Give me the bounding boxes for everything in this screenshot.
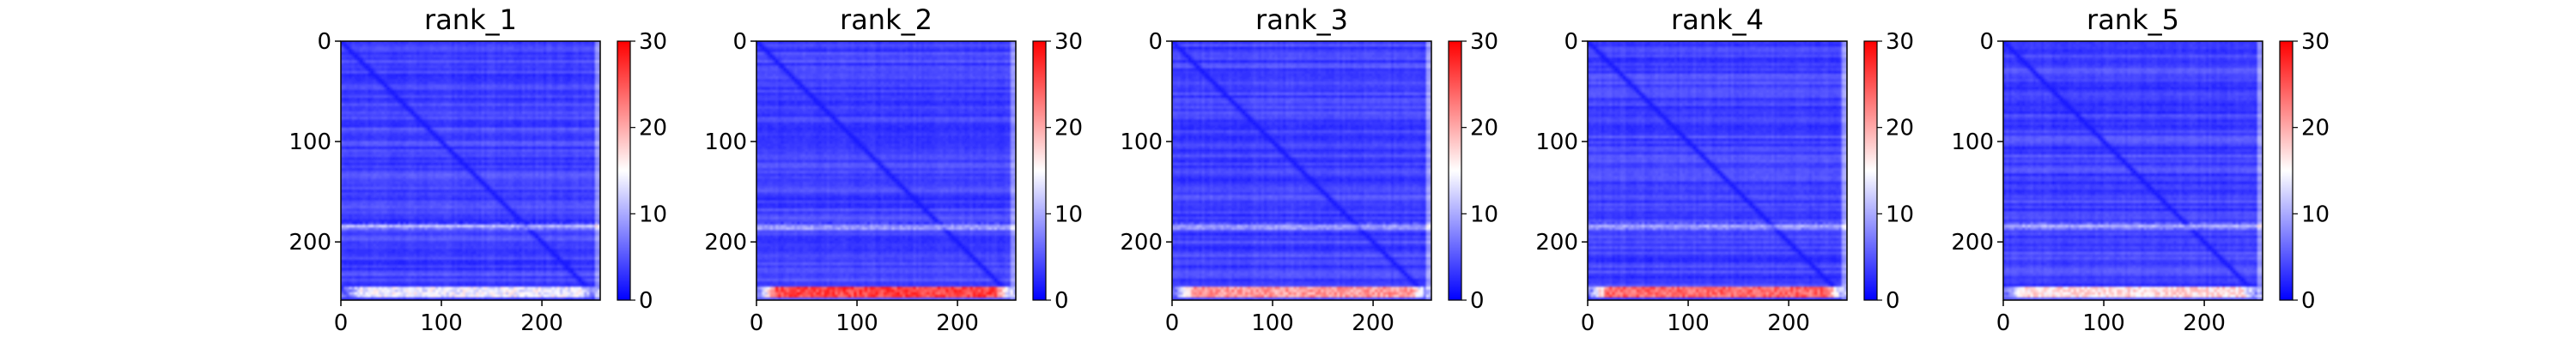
y-tick-label: 200 <box>1951 230 1994 256</box>
colorbar-frame <box>2279 40 2293 301</box>
y-tick-label: 0 <box>1148 29 1163 55</box>
y-tick-label: 100 <box>289 129 331 155</box>
y-tick-label: 200 <box>1120 230 1163 256</box>
plot-frame <box>1587 40 1848 301</box>
colorbar <box>617 41 630 300</box>
colorbar <box>1864 41 1877 300</box>
panel-title: rank_2 <box>840 3 933 36</box>
panel-title: rank_1 <box>424 3 517 36</box>
heatmap-image <box>1588 41 1847 300</box>
colorbar-tick-label: 30 <box>1470 29 1498 55</box>
x-tick-label: 0 <box>1165 310 1180 336</box>
x-tick-label: 0 <box>1996 310 2011 336</box>
x-tick-label: 100 <box>420 310 463 336</box>
panel-title: rank_5 <box>2087 3 2179 36</box>
heatmap-image <box>2003 41 2263 300</box>
heatmap-panel: rank_2 0 100 200 0 100 200 0 10 20 30 <box>704 3 1083 336</box>
heatmap-panel: rank_5 0 100 200 0 100 200 0 10 20 30 <box>1951 3 2330 336</box>
x-tick-label: 100 <box>1251 310 1294 336</box>
x-tick-label: 200 <box>1352 310 1394 336</box>
y-tick-label: 100 <box>1120 129 1163 155</box>
colorbar <box>1449 41 1461 300</box>
x-tick-label: 200 <box>520 310 563 336</box>
heatmap-panel: rank_4 0 100 200 0 100 200 0 10 20 30 <box>1535 3 1914 336</box>
colorbar-tick-label: 20 <box>1886 116 1914 141</box>
colorbar-tick-label: 20 <box>2301 116 2330 141</box>
y-tick-label: 200 <box>1535 230 1578 256</box>
x-tick-label: 200 <box>936 310 979 336</box>
x-tick-label: 100 <box>2082 310 2125 336</box>
colorbar-tick-label: 30 <box>639 29 667 55</box>
colorbar-tick-label: 10 <box>2301 202 2330 227</box>
panel-title: rank_4 <box>1671 3 1764 36</box>
colorbar-tick-label: 20 <box>1054 116 1083 141</box>
colorbar-tick-label: 30 <box>1054 29 1083 55</box>
colorbar-tick-label: 30 <box>1886 29 1914 55</box>
heatmap-image <box>756 41 1016 300</box>
colorbar-tick-label: 20 <box>1470 116 1498 141</box>
colorbar-tick-label: 30 <box>2301 29 2330 55</box>
plot-frame <box>2002 40 2263 301</box>
colorbar-frame <box>1032 40 1047 301</box>
colorbar-tick-label: 0 <box>2301 288 2316 314</box>
x-tick-label: 200 <box>1767 310 1810 336</box>
y-tick-label: 0 <box>732 29 747 55</box>
x-tick-label: 0 <box>1581 310 1595 336</box>
plot-frame <box>756 40 1017 301</box>
plot-frame <box>340 40 601 301</box>
colorbar <box>1033 41 1046 300</box>
panel-title: rank_3 <box>1255 3 1348 36</box>
x-tick-label: 100 <box>835 310 878 336</box>
colorbar-tick-label: 0 <box>1054 288 1069 314</box>
x-tick-label: 0 <box>334 310 349 336</box>
y-tick-label: 0 <box>1564 29 1578 55</box>
colorbar-tick-label: 10 <box>1470 202 1498 227</box>
heatmap-panel: rank_1 0 100 200 0 100 200 0 10 20 30 <box>289 3 667 336</box>
colorbar-frame <box>1448 40 1462 301</box>
colorbar-tick-label: 10 <box>1886 202 1914 227</box>
heatmap-image <box>341 41 600 300</box>
x-tick-label: 100 <box>1667 310 1710 336</box>
heatmap-panel: rank_3 0 100 200 0 100 200 0 10 20 30 <box>1120 3 1498 336</box>
y-tick-label: 200 <box>289 230 331 256</box>
colorbar-tick-label: 0 <box>1470 288 1485 314</box>
plot-frame <box>1171 40 1432 301</box>
y-tick-label: 100 <box>1951 129 1994 155</box>
colorbar-frame <box>1863 40 1878 301</box>
colorbar-tick-label: 0 <box>1886 288 1900 314</box>
heatmap-image <box>1172 41 1431 300</box>
y-tick-label: 100 <box>1535 129 1578 155</box>
y-tick-label: 0 <box>1979 29 1994 55</box>
y-tick-label: 200 <box>704 230 747 256</box>
colorbar-tick-label: 0 <box>639 288 653 314</box>
colorbar-tick-label: 10 <box>639 202 667 227</box>
y-tick-label: 0 <box>317 29 331 55</box>
y-tick-label: 100 <box>704 129 747 155</box>
x-tick-label: 200 <box>2183 310 2226 336</box>
colorbar <box>2280 41 2293 300</box>
colorbar-tick-label: 20 <box>639 116 667 141</box>
x-tick-label: 0 <box>750 310 764 336</box>
colorbar-tick-label: 10 <box>1054 202 1083 227</box>
colorbar-frame <box>617 40 631 301</box>
